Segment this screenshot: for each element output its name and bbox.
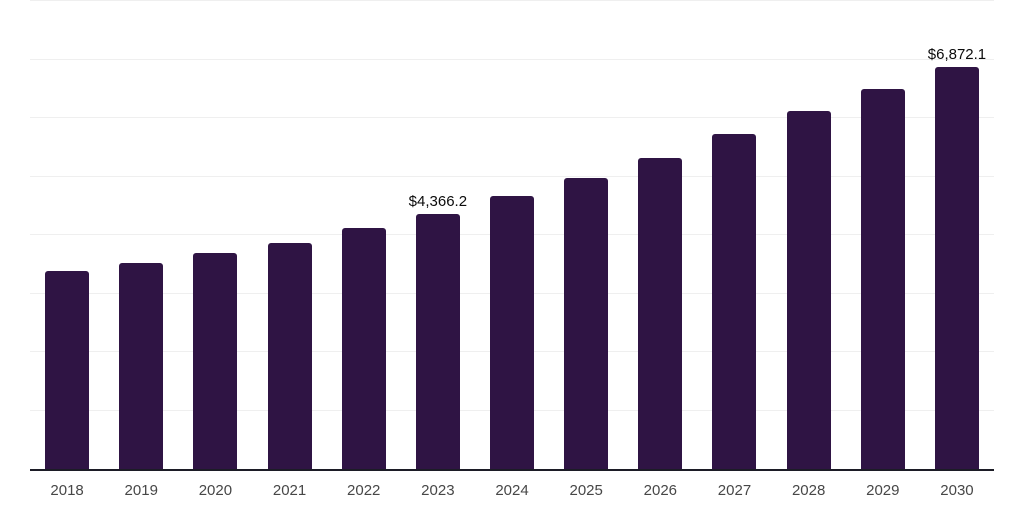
bar-2020[interactable]	[193, 252, 238, 469]
x-tick-2029: 2029	[866, 482, 900, 499]
x-tick-2021: 2021	[272, 482, 307, 499]
bar-slot-2024	[475, 1, 549, 469]
gridline	[30, 117, 994, 118]
x-tick-2020: 2020	[198, 482, 233, 499]
gridline	[30, 0, 994, 1]
x-tick-2023: 2023	[421, 482, 455, 499]
bar-2030[interactable]	[934, 67, 979, 469]
bar-2025[interactable]	[564, 178, 609, 469]
bar-slot-2019	[104, 1, 178, 469]
bar-2023[interactable]	[415, 213, 460, 469]
bar-slot-2018	[30, 1, 104, 469]
bar-slot-2028	[772, 1, 846, 469]
x-tick-2026: 2026	[643, 482, 678, 499]
x-tick-2030: 2030	[940, 482, 974, 499]
gridline	[30, 175, 994, 177]
x-tick-2024: 2024	[495, 482, 529, 499]
bar-slot-2025	[549, 1, 623, 469]
value-label-2023: $4,366.2	[408, 192, 468, 210]
bar-2027[interactable]	[712, 133, 757, 469]
bar-slot-2027	[697, 1, 771, 469]
bar-2028[interactable]	[786, 111, 831, 469]
gridline	[30, 58, 994, 60]
bar-slot-2020	[178, 1, 252, 469]
x-axis-tick-labels: 2018 2019 2020 2021 2022 2023 2024 2025 2026 2027…	[30, 482, 994, 500]
x-tick-2022: 2022	[347, 482, 381, 499]
bar-slot-2026	[623, 1, 697, 469]
bar-slot-2029	[846, 1, 920, 469]
x-tick-2025: 2025	[569, 482, 603, 499]
x-tick-2027: 2027	[717, 482, 752, 499]
x-tick-2019: 2019	[124, 482, 158, 499]
bar-2024[interactable]	[490, 196, 535, 469]
bar-2026[interactable]	[638, 157, 683, 469]
bar-2021[interactable]	[267, 242, 312, 469]
bars-row: $4,366.2 $6,872.1	[30, 1, 994, 469]
bar-2018[interactable]	[45, 271, 90, 469]
x-tick-2018: 2018	[50, 482, 84, 499]
bar-slot-2023: $4,366.2	[401, 1, 475, 469]
bar-2019[interactable]	[119, 262, 164, 469]
bar-slot-2030: $6,872.1	[920, 1, 994, 469]
value-label-2030: $6,872.1	[927, 46, 987, 63]
bar-2029[interactable]	[860, 88, 905, 469]
bar-slot-2021	[252, 1, 326, 469]
x-tick-2028: 2028	[791, 482, 826, 499]
bar-slot-2022	[327, 1, 401, 469]
bar-2022[interactable]	[341, 228, 386, 469]
plot-area: $4,366.2 $6,872.1	[30, 0, 994, 471]
